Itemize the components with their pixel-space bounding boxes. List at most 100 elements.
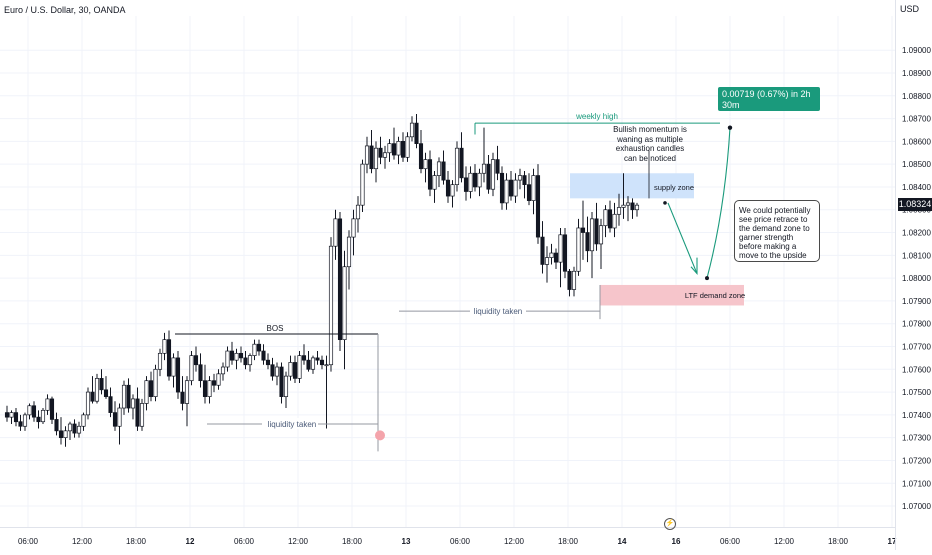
candle-body bbox=[486, 163, 491, 190]
candle-body bbox=[549, 252, 554, 258]
candle-body bbox=[346, 236, 352, 268]
y-tick-label: 1.08700 bbox=[902, 115, 931, 124]
time-axis-separator bbox=[0, 527, 895, 528]
candle-body bbox=[328, 245, 334, 366]
candle-body bbox=[634, 204, 640, 211]
candle-body bbox=[567, 270, 572, 290]
candle-body bbox=[121, 384, 127, 409]
y-tick-label: 1.07900 bbox=[902, 297, 931, 306]
candle-body bbox=[454, 147, 460, 186]
candle-body bbox=[418, 143, 424, 170]
projection-up bbox=[706, 127, 731, 279]
candle-body bbox=[67, 423, 73, 432]
candle-body bbox=[405, 136, 410, 158]
candle-body bbox=[279, 366, 284, 397]
x-tick-label: 14 bbox=[618, 537, 627, 546]
candle-body bbox=[495, 159, 500, 174]
candle-body bbox=[265, 359, 271, 366]
candle-body bbox=[459, 147, 464, 179]
candle-body bbox=[261, 350, 266, 361]
candle-body bbox=[162, 339, 167, 354]
y-tick-label: 1.07600 bbox=[902, 365, 931, 374]
candle-body bbox=[310, 357, 316, 370]
analysis-callout: We could potentially see price retrace t… bbox=[734, 200, 820, 262]
candle-body bbox=[247, 355, 253, 366]
measure-box[interactable]: 0.00719 (0.67%) in 2h 30m 1.08682 @ 2023… bbox=[718, 87, 820, 119]
candle-body bbox=[621, 204, 626, 208]
liquidity-label-bg-1 bbox=[262, 417, 318, 429]
candle-body bbox=[378, 147, 383, 158]
candle-body bbox=[472, 172, 478, 188]
candle-body bbox=[130, 398, 136, 409]
candle-body bbox=[18, 421, 23, 427]
x-tick-label: 12:00 bbox=[774, 537, 795, 546]
candle-body bbox=[324, 364, 329, 367]
candle-body bbox=[391, 143, 397, 156]
candle-body bbox=[315, 357, 320, 361]
x-tick-label: 06:00 bbox=[234, 537, 255, 546]
candle-body bbox=[135, 398, 140, 427]
last-price-badge: 1.08324 bbox=[898, 198, 932, 211]
candle-body bbox=[414, 122, 419, 144]
candle-body bbox=[445, 179, 451, 197]
candle-body bbox=[585, 232, 590, 252]
candle-body bbox=[594, 218, 599, 245]
candle-body bbox=[27, 405, 32, 416]
candle-body bbox=[180, 391, 185, 404]
candle-body bbox=[9, 412, 14, 418]
x-tick-label: 06:00 bbox=[18, 537, 39, 546]
candle-body bbox=[256, 343, 262, 352]
candle-body bbox=[540, 236, 545, 265]
y-tick-label: 1.08900 bbox=[902, 69, 931, 78]
candle-body bbox=[90, 391, 95, 402]
candle-body bbox=[535, 175, 541, 238]
candle-body bbox=[553, 252, 559, 263]
y-tick-label: 1.07400 bbox=[902, 411, 931, 420]
x-tick-label: 18:00 bbox=[342, 537, 363, 546]
candle-body bbox=[45, 398, 50, 411]
candle-body bbox=[63, 430, 68, 439]
candle-body bbox=[333, 218, 338, 247]
candle-body bbox=[216, 373, 221, 386]
candle-body bbox=[234, 352, 239, 361]
y-tick-label: 1.09000 bbox=[902, 46, 931, 55]
y-tick-label: 1.08400 bbox=[902, 183, 931, 192]
candle-body bbox=[292, 362, 298, 379]
candle-body bbox=[40, 409, 46, 423]
candle-body bbox=[274, 366, 280, 377]
x-tick-label: 06:00 bbox=[450, 537, 471, 546]
candle-body bbox=[36, 416, 41, 423]
candle-body bbox=[571, 270, 577, 290]
y-tick-label: 1.07200 bbox=[902, 456, 931, 465]
candle-body bbox=[616, 207, 622, 215]
projection-dot-low bbox=[705, 276, 709, 281]
candle-body bbox=[351, 218, 356, 238]
candle-body bbox=[171, 357, 176, 377]
candle-body bbox=[508, 179, 514, 197]
lightning-icon[interactable]: ⚡ bbox=[664, 518, 676, 530]
supply-zone-label: supply zone bbox=[654, 183, 694, 192]
x-tick-label: 18:00 bbox=[126, 537, 147, 546]
y-tick-label: 1.08000 bbox=[902, 274, 931, 283]
projection-dot-high bbox=[727, 125, 733, 130]
y-tick-label: 1.07700 bbox=[902, 342, 931, 351]
bos-label: BOS bbox=[267, 324, 284, 333]
liquidity-label-2: liquidity taken bbox=[474, 307, 522, 316]
demand-zone-label: LTF demand zone bbox=[685, 291, 745, 300]
candle-body bbox=[99, 378, 104, 391]
candle-body bbox=[387, 143, 392, 154]
candle-body bbox=[139, 403, 145, 427]
candle-body bbox=[4, 412, 10, 418]
candle-body bbox=[517, 175, 523, 181]
candle-body bbox=[607, 209, 613, 229]
candle-body bbox=[189, 355, 194, 382]
candle-body bbox=[337, 218, 343, 341]
y-tick-label: 1.08200 bbox=[902, 229, 931, 238]
candle-body bbox=[427, 159, 433, 190]
candle-body bbox=[625, 202, 631, 206]
candle-body bbox=[481, 163, 487, 174]
candle-body bbox=[603, 209, 608, 227]
candle-body bbox=[409, 122, 415, 138]
